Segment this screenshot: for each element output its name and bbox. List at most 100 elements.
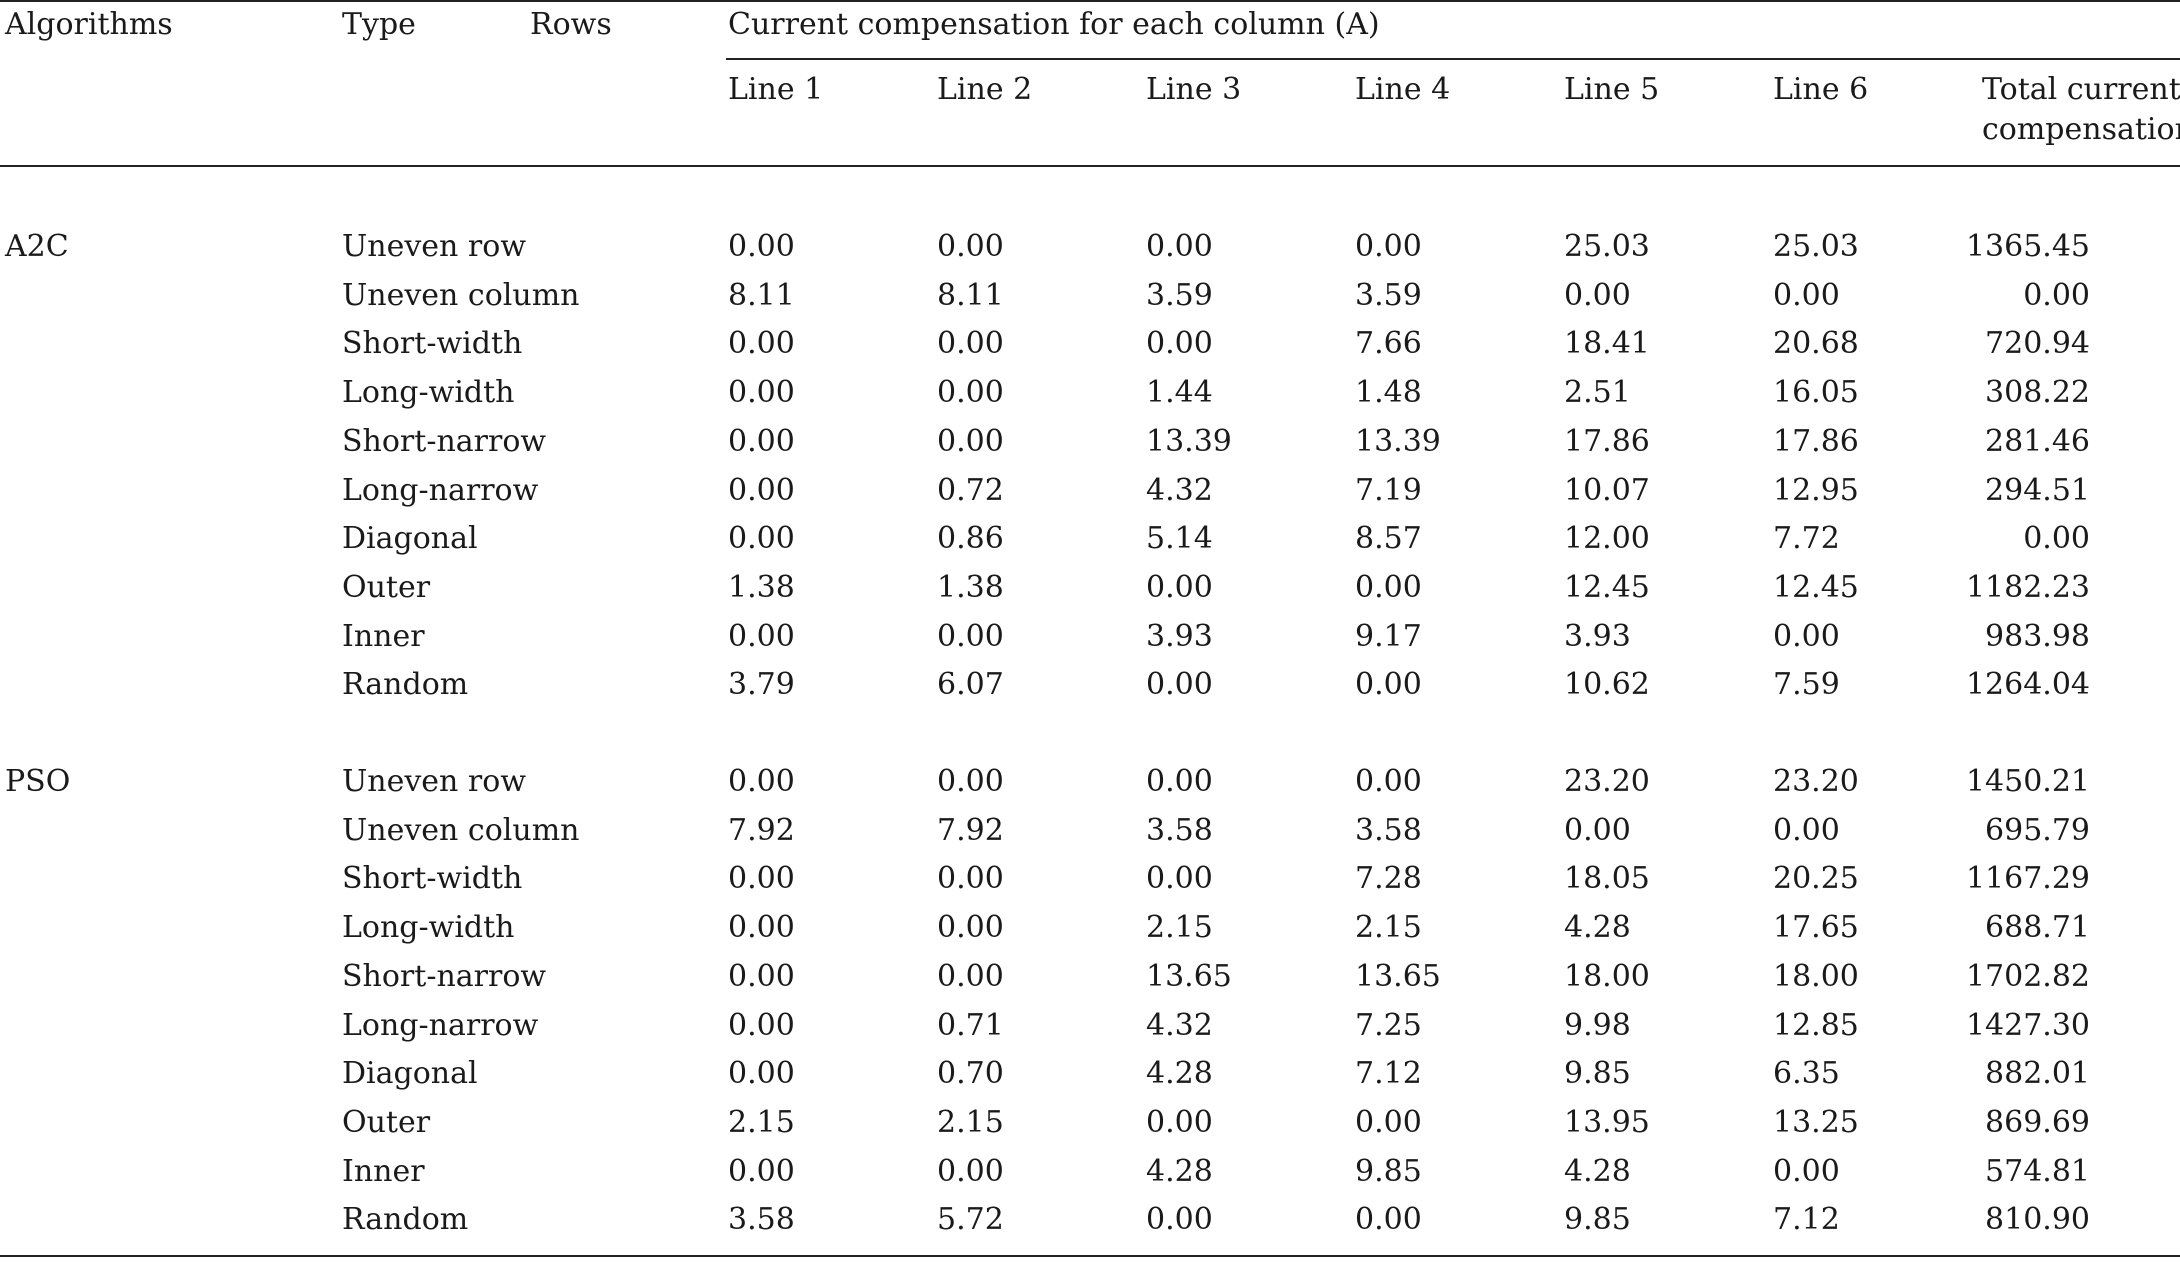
row-type: Short-narrow xyxy=(342,959,547,994)
cell-line-2: 0.00 xyxy=(937,861,1004,896)
cell-line-3: 1.44 xyxy=(1146,375,1213,410)
cell-line-1: 0.00 xyxy=(728,861,795,896)
header-line-6: Line 6 xyxy=(1773,72,1869,107)
cell-total: 869.69 xyxy=(1985,1105,2090,1140)
cell-line-5: 10.62 xyxy=(1564,667,1650,702)
cell-line-3: 0.00 xyxy=(1146,861,1213,896)
header-line-4: Line 4 xyxy=(1355,72,1451,107)
cell-line-2: 0.00 xyxy=(937,326,1004,361)
cell-line-6: 0.00 xyxy=(1773,813,1840,848)
cell-line-6: 7.59 xyxy=(1773,667,1840,702)
row-type: Uneven column xyxy=(342,813,580,848)
cell-line-3: 13.39 xyxy=(1146,424,1232,459)
cell-line-4: 7.66 xyxy=(1355,326,1422,361)
cell-line-1: 2.15 xyxy=(728,1105,795,1140)
cell-line-3: 0.00 xyxy=(1146,667,1213,702)
row-type: Random xyxy=(342,667,469,702)
cell-line-2: 0.00 xyxy=(937,1154,1004,1189)
cell-line-5: 4.28 xyxy=(1564,1154,1631,1189)
cell-line-2: 0.00 xyxy=(937,229,1004,264)
cell-line-4: 3.59 xyxy=(1355,278,1422,313)
cell-line-2: 0.86 xyxy=(937,521,1004,556)
cell-line-5: 17.86 xyxy=(1564,424,1650,459)
cell-line-2: 7.92 xyxy=(937,813,1004,848)
cell-line-3: 0.00 xyxy=(1146,229,1213,264)
cell-line-4: 0.00 xyxy=(1355,764,1422,799)
cell-line-4: 1.48 xyxy=(1355,375,1422,410)
cell-line-3: 4.28 xyxy=(1146,1056,1213,1091)
cell-line-5: 23.20 xyxy=(1564,764,1650,799)
row-type: Uneven column xyxy=(342,278,580,313)
cell-line-5: 9.85 xyxy=(1564,1056,1631,1091)
cell-line-1: 0.00 xyxy=(728,1056,795,1091)
cell-line-1: 0.00 xyxy=(728,473,795,508)
cell-line-1: 0.00 xyxy=(728,910,795,945)
cell-line-3: 2.15 xyxy=(1146,910,1213,945)
cell-total: 1702.82 xyxy=(1965,959,2090,994)
header-line-1: Line 1 xyxy=(728,72,824,107)
cell-line-1: 0.00 xyxy=(728,1008,795,1043)
cell-line-6: 18.00 xyxy=(1773,959,1859,994)
cell-line-4: 8.57 xyxy=(1355,521,1422,556)
cell-line-1: 0.00 xyxy=(728,424,795,459)
cell-line-1: 0.00 xyxy=(728,619,795,654)
cell-line-6: 23.20 xyxy=(1773,764,1859,799)
cell-line-2: 0.00 xyxy=(937,959,1004,994)
cell-line-3: 5.14 xyxy=(1146,521,1213,556)
cell-line-4: 7.12 xyxy=(1355,1056,1422,1091)
row-type: Diagonal xyxy=(342,521,478,556)
cell-line-6: 12.45 xyxy=(1773,570,1859,605)
cell-total: 1167.29 xyxy=(1965,861,2090,896)
cell-line-6: 0.00 xyxy=(1773,1154,1840,1189)
row-type: Short-width xyxy=(342,861,523,896)
cell-line-5: 9.85 xyxy=(1564,1202,1631,1237)
cell-line-2: 0.00 xyxy=(937,764,1004,799)
cell-line-3: 0.00 xyxy=(1146,1202,1213,1237)
cell-line-4: 3.58 xyxy=(1355,813,1422,848)
cell-total: 688.71 xyxy=(1985,910,2090,945)
cell-line-5: 4.28 xyxy=(1564,910,1631,945)
cell-line-4: 13.39 xyxy=(1355,424,1441,459)
algorithm-label: A2C xyxy=(5,229,69,264)
cell-line-1: 0.00 xyxy=(728,326,795,361)
cell-line-3: 3.93 xyxy=(1146,619,1213,654)
cell-line-6: 20.68 xyxy=(1773,326,1859,361)
cell-line-5: 3.93 xyxy=(1564,619,1631,654)
row-type: Short-width xyxy=(342,326,523,361)
cell-line-1: 3.58 xyxy=(728,1202,795,1237)
header-total-line1: Total current xyxy=(1982,72,2180,107)
cell-line-3: 0.00 xyxy=(1146,1105,1213,1140)
cell-line-6: 25.03 xyxy=(1773,229,1859,264)
cell-line-1: 0.00 xyxy=(728,1154,795,1189)
cell-line-2: 0.00 xyxy=(937,375,1004,410)
cell-line-6: 12.95 xyxy=(1773,473,1859,508)
cell-total: 1450.21 xyxy=(1965,764,2090,799)
cell-line-2: 0.71 xyxy=(937,1008,1004,1043)
cell-line-3: 0.00 xyxy=(1146,326,1213,361)
cell-line-6: 17.86 xyxy=(1773,424,1859,459)
cell-total: 1427.30 xyxy=(1965,1008,2090,1043)
cell-line-2: 0.72 xyxy=(937,473,1004,508)
cell-line-1: 0.00 xyxy=(728,959,795,994)
cell-line-4: 9.85 xyxy=(1355,1154,1422,1189)
cell-line-6: 20.25 xyxy=(1773,861,1859,896)
cell-line-3: 0.00 xyxy=(1146,570,1213,605)
row-type: Long-width xyxy=(342,375,515,410)
cell-total: 574.81 xyxy=(1985,1154,2090,1189)
cell-line-4: 13.65 xyxy=(1355,959,1441,994)
cell-line-3: 4.32 xyxy=(1146,1008,1213,1043)
row-type: Short-narrow xyxy=(342,424,547,459)
cell-line-1: 0.00 xyxy=(728,764,795,799)
header-rows: Rows xyxy=(530,7,612,42)
cell-line-2: 0.00 xyxy=(937,910,1004,945)
cell-line-5: 0.00 xyxy=(1564,278,1631,313)
cell-total: 1264.04 xyxy=(1965,667,2090,702)
cell-line-6: 12.85 xyxy=(1773,1008,1859,1043)
bottom-rule xyxy=(0,1255,2180,1257)
cell-line-5: 18.05 xyxy=(1564,861,1650,896)
cell-line-5: 10.07 xyxy=(1564,473,1650,508)
cell-line-2: 0.00 xyxy=(937,424,1004,459)
cell-total: 1182.23 xyxy=(1965,570,2090,605)
cell-line-1: 7.92 xyxy=(728,813,795,848)
row-type: Long-width xyxy=(342,910,515,945)
